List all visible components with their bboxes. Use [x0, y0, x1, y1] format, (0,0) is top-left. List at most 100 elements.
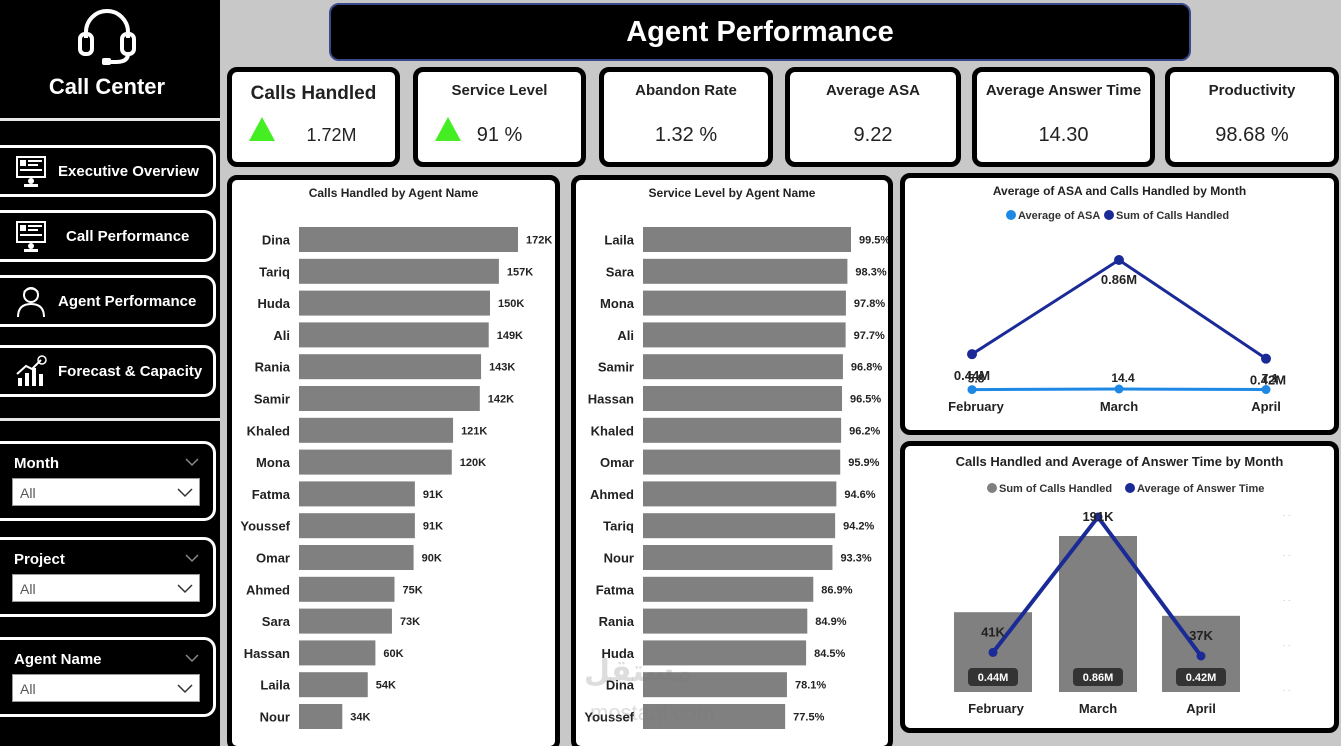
- category-label: Dina: [262, 233, 291, 248]
- legend-marker: [1125, 483, 1135, 493]
- chart-plot: Dina 172K Tariq 157K Huda 150K Ali 149K Rania 143…: [240, 227, 552, 729]
- chevron-down-icon[interactable]: [185, 551, 199, 565]
- category-label: Youssef: [240, 519, 290, 534]
- data-label: 84.5%: [814, 648, 845, 660]
- category-label: Nour: [260, 710, 290, 725]
- x-tick-label: March: [1100, 399, 1138, 414]
- dashboard-icon: [16, 156, 46, 187]
- chart-plot: Laila 99.5% Sara 98.3% Mona 97.8% Ali 97.7% Sami…: [584, 227, 888, 729]
- sidebar: Call Center Executive Overview Call Perf…: [0, 0, 220, 746]
- data-label: 75K: [402, 584, 422, 596]
- kpi-abandon-rate: Abandon Rate 1.32 %: [599, 67, 773, 167]
- bar: [643, 704, 786, 729]
- nav-call-performance[interactable]: Call Performance: [0, 210, 216, 262]
- category-label: Huda: [258, 296, 291, 311]
- category-label: Hassan: [588, 392, 634, 407]
- bar: [643, 449, 841, 475]
- data-label: 96.8%: [851, 362, 882, 374]
- data-label: 94.2%: [843, 521, 874, 533]
- kpi-value: 98.68 %: [1215, 124, 1289, 146]
- kpi-title: Average ASA: [826, 82, 920, 99]
- nav-executive-overview[interactable]: Executive Overview: [0, 145, 216, 197]
- data-label: 60K: [383, 648, 403, 660]
- bar: [643, 417, 842, 443]
- bar: [299, 640, 376, 666]
- data-label: 172K: [526, 235, 552, 247]
- bar: [643, 290, 846, 316]
- data-label: 95.9%: [848, 457, 879, 469]
- data-label: 0.86M: [1101, 272, 1137, 287]
- grid-dot: . .: [1283, 638, 1291, 648]
- project-select[interactable]: All: [12, 574, 200, 602]
- kpi-average-asa: Average ASA 9.22: [785, 67, 961, 167]
- data-point: [1261, 385, 1271, 395]
- data-label: 96.2%: [849, 425, 880, 437]
- category-label: Hassan: [244, 646, 290, 661]
- data-point: [967, 385, 977, 395]
- nav-label: Call Performance: [66, 227, 190, 245]
- bar: [643, 354, 843, 380]
- data-label: 97.7%: [854, 330, 885, 342]
- bar: [299, 417, 454, 443]
- legend-label: Average of Answer Time: [1137, 483, 1264, 495]
- data-label: 96.5%: [850, 394, 881, 406]
- dashboard-icon: [16, 221, 46, 252]
- category-label: Fatma: [252, 487, 291, 502]
- agent-name-select[interactable]: All: [12, 674, 200, 702]
- bar: [299, 354, 482, 380]
- data-label: 0.44M: [954, 368, 990, 383]
- data-label: 86.9%: [821, 584, 852, 596]
- up-arrow-icon: [249, 117, 275, 141]
- kpi-title: Average Answer Time: [985, 82, 1142, 99]
- legend-label: Average of ASA: [1018, 210, 1100, 222]
- category-label: Sara: [606, 264, 635, 279]
- chart-asa-calls-by-month: Average of ASA and Calls Handled by Mont…: [900, 173, 1339, 435]
- kpi-title: Abandon Rate: [635, 82, 737, 99]
- data-label: 77.5%: [793, 712, 824, 724]
- legend-marker: [1006, 210, 1016, 220]
- bar: [299, 227, 518, 252]
- category-label: Laila: [260, 678, 290, 693]
- kpi-productivity: Productivity 98.68 %: [1165, 67, 1339, 167]
- data-label: 34K: [350, 712, 370, 724]
- data-label: 0.86M: [1083, 672, 1114, 684]
- bar: [299, 608, 392, 634]
- up-arrow-icon: [435, 117, 461, 141]
- data-point: [1261, 353, 1271, 364]
- watermark-url: mostaql.com: [590, 700, 715, 725]
- category-label: Ahmed: [246, 582, 290, 597]
- chart-title: Service Level by Agent Name: [648, 186, 816, 200]
- data-label: 142K: [488, 394, 514, 406]
- chart-title: Average of ASA and Calls Handled by Mont…: [992, 184, 1247, 198]
- nav-agent-performance[interactable]: Agent Performance: [0, 275, 216, 327]
- data-label-bg: [1073, 668, 1123, 686]
- data-label: 14.4: [1111, 371, 1135, 385]
- data-label: 73K: [400, 616, 420, 628]
- category-label: Tariq: [603, 519, 634, 534]
- data-point: [1114, 384, 1124, 394]
- chart-growth-icon: [16, 355, 47, 386]
- chart-title: Calls Handled and Average of Answer Time…: [955, 454, 1284, 469]
- bar: [299, 576, 395, 602]
- data-label: 94.6%: [844, 489, 875, 501]
- page-title: Agent Performance: [329, 3, 1191, 61]
- x-tick-label: March: [1079, 701, 1117, 716]
- chevron-down-icon[interactable]: [185, 455, 199, 469]
- data-point: [988, 647, 998, 657]
- chart-plot: Sum of Calls Handled Average of Answer Ti…: [954, 483, 1291, 716]
- kpi-title: Service Level: [451, 82, 548, 99]
- filter-title: Agent Name: [14, 651, 102, 668]
- brand-title: Call Center: [48, 74, 166, 99]
- category-label: Samir: [598, 360, 634, 375]
- kpi-value: 14.30: [1038, 124, 1089, 146]
- nav-forecast-capacity[interactable]: Forecast & Capacity: [0, 345, 216, 397]
- bar: [299, 290, 490, 316]
- category-label: Ali: [617, 328, 634, 343]
- grid-dot: . .: [1283, 683, 1291, 693]
- chevron-down-icon[interactable]: [185, 651, 199, 665]
- data-point: [1093, 512, 1103, 522]
- legend-label: Sum of Calls Handled: [999, 483, 1112, 495]
- month-select[interactable]: All: [12, 478, 200, 506]
- category-label: Fatma: [596, 582, 635, 597]
- data-label: 143K: [489, 362, 515, 374]
